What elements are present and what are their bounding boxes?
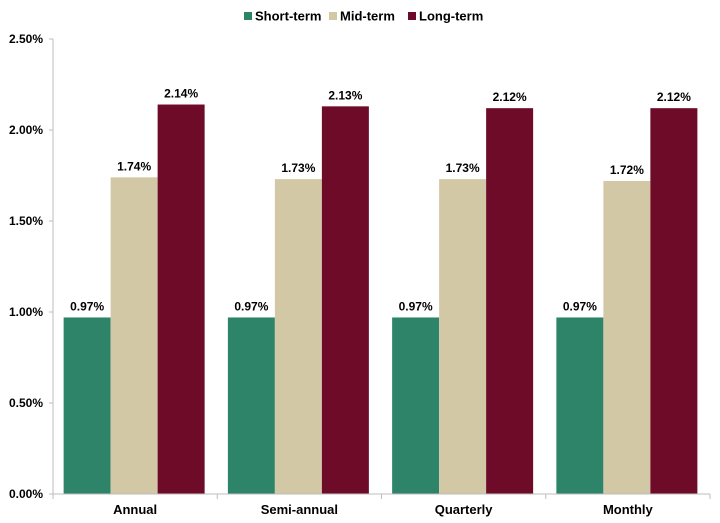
bar-mid-term-semi-annual: [274, 179, 322, 494]
y-axis: 0.00% 0.50% 1.00% 1.50% 2.00% 2.50%: [9, 32, 54, 501]
y-tick-label: 1.50%: [9, 214, 43, 228]
legend-label-long-term: Long-term: [419, 9, 483, 24]
bar-mid-term-annual: [110, 177, 158, 494]
y-tick-label: 1.00%: [9, 305, 43, 319]
x-tick-label-monthly: Monthly: [603, 502, 654, 517]
data-label-short-term-annual: 0.97%: [70, 299, 104, 313]
data-label-long-term-quarterly: 2.12%: [493, 90, 527, 104]
x-tick-label-annual: Annual: [113, 502, 157, 517]
data-label-mid-term-annual: 1.74%: [117, 159, 151, 173]
bar-short-term-annual: [63, 317, 111, 494]
y-tick-label: 2.50%: [9, 32, 43, 46]
bar-long-term-quarterly: [486, 108, 534, 494]
data-label-short-term-semi-annual: 0.97%: [234, 299, 268, 313]
legend-swatch-long-term: [408, 12, 416, 20]
bar-long-term-annual: [157, 104, 205, 495]
legend: Short-term Mid-term Long-term: [244, 9, 483, 24]
data-label-mid-term-monthly: 1.72%: [610, 163, 644, 177]
y-tick-label: 0.00%: [9, 487, 43, 501]
bar-mid-term-quarterly: [439, 179, 487, 494]
y-tick-label: 2.00%: [9, 123, 43, 137]
x-tick-label-quarterly: Quarterly: [435, 502, 494, 517]
bars: 0.97% 1.74% 2.14% 0.97% 1.73% 2.13% 0.97% 1.73%…: [63, 87, 698, 495]
data-label-mid-term-quarterly: 1.73%: [446, 161, 480, 175]
data-label-long-term-annual: 2.14%: [164, 87, 198, 101]
data-label-long-term-monthly: 2.12%: [657, 90, 691, 104]
legend-swatch-mid-term: [329, 12, 337, 20]
data-label-short-term-monthly: 0.97%: [563, 299, 597, 313]
y-tick-label: 0.50%: [9, 396, 43, 410]
bar-mid-term-monthly: [603, 180, 651, 494]
data-label-short-term-quarterly: 0.97%: [399, 299, 433, 313]
legend-swatch-short-term: [244, 12, 252, 20]
bar-long-term-monthly: [650, 108, 698, 494]
bar-short-term-quarterly: [392, 317, 440, 494]
bar-short-term-monthly: [556, 317, 604, 494]
x-axis: Annual Semi-annual Quarterly Monthly: [52, 493, 711, 517]
legend-label-short-term: Short-term: [255, 9, 321, 24]
data-label-mid-term-semi-annual: 1.73%: [281, 161, 315, 175]
legend-label-mid-term: Mid-term: [340, 9, 395, 24]
bar-short-term-semi-annual: [227, 317, 275, 494]
x-tick-label-semi-annual: Semi-annual: [261, 502, 338, 517]
data-label-long-term-semi-annual: 2.13%: [328, 88, 362, 102]
bar-long-term-semi-annual: [321, 106, 369, 494]
